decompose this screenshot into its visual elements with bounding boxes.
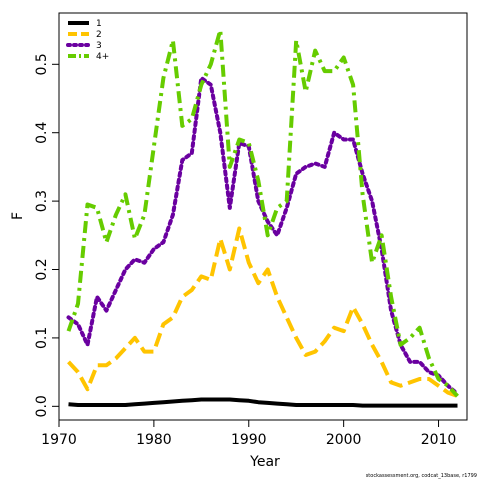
x-tick-label: 1990 [231,432,267,448]
y-axis: 0.0 0.1 0.2 0.3 0.4 0.5 [34,53,59,417]
x-axis-title: Year [249,454,280,470]
legend-label-1: 1 [96,19,102,29]
y-axis-title: F [10,212,26,220]
series-line-1 [68,397,458,408]
series-line-2 [67,226,459,398]
footnote: stockassessment.org, codcat_13base, r179… [366,473,477,479]
y-tick-label: 0.2 [34,258,50,280]
plot-frame [58,12,468,421]
legend-label-2: 2 [96,30,102,40]
x-tick-label: 2010 [421,432,457,448]
series-layer [66,28,460,408]
y-tick-label: 0.4 [34,121,50,143]
x-tick-label: 1970 [41,432,77,448]
legend-label-3: 3 [96,41,102,51]
y-tick-label: 0.5 [34,53,50,75]
x-tick-label: 1980 [136,432,172,448]
y-tick-label: 0.1 [34,327,50,349]
y-tick-label: 0.0 [34,395,50,417]
x-axis: 1970 1980 1990 2000 2010 [41,420,456,448]
legend-label-4: 4+ [96,52,109,62]
y-tick-label: 0.3 [34,190,50,212]
series-line-4 [66,28,459,398]
x-tick-label: 2000 [326,432,362,448]
